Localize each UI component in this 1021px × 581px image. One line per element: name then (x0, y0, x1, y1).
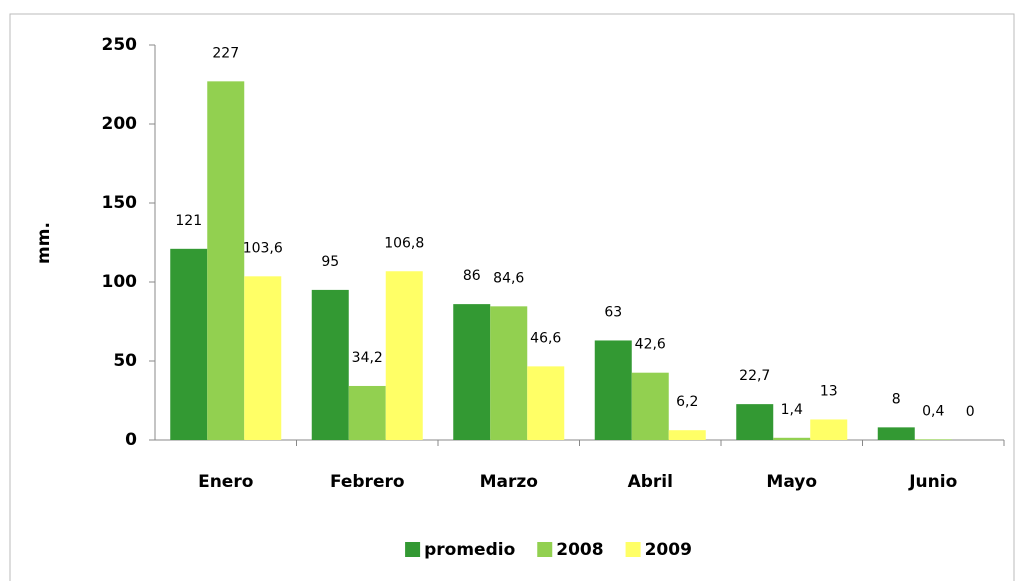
bar (453, 304, 491, 440)
value-label: 0 (966, 404, 975, 420)
bar (311, 289, 349, 440)
x-tick-label: Junio (908, 472, 957, 492)
bar (490, 306, 528, 440)
value-label: 46,6 (530, 330, 561, 346)
value-label: 0,4 (922, 403, 944, 419)
bar (736, 404, 774, 440)
y-axis-label: mm. (34, 222, 54, 264)
value-label: 121 (175, 213, 202, 229)
x-tick-label: Mayo (766, 472, 817, 492)
bar (668, 430, 706, 440)
value-label: 34,2 (352, 350, 383, 366)
x-tick-label: Marzo (480, 472, 538, 492)
x-tick-label: Enero (198, 472, 253, 492)
bar (914, 439, 952, 440)
legend-swatch (405, 542, 421, 557)
value-label: 63 (604, 304, 622, 320)
bar (773, 437, 811, 440)
bar (877, 427, 915, 440)
bar (810, 419, 848, 440)
value-label: 106,8 (384, 235, 424, 251)
value-label: 22,7 (739, 368, 770, 384)
value-label: 86 (463, 268, 481, 284)
bar (527, 366, 565, 440)
legend-label: 2009 (645, 540, 692, 560)
value-label: 84,6 (493, 270, 524, 286)
chart-border (9, 13, 1015, 581)
legend-swatch (537, 542, 553, 557)
value-label: 227 (212, 45, 239, 61)
bar (385, 271, 423, 440)
value-label: 95 (321, 254, 339, 270)
bar (348, 385, 386, 440)
bar (631, 372, 669, 440)
y-tick-label: 250 (102, 35, 138, 55)
value-label: 8 (892, 391, 901, 407)
bar (170, 248, 208, 440)
y-tick-label: 50 (113, 351, 137, 371)
bar (594, 340, 632, 440)
y-tick-label: 100 (102, 272, 138, 292)
x-tick-label: Febrero (330, 472, 405, 492)
y-tick-label: 200 (102, 114, 138, 134)
y-tick-label: 0 (125, 430, 137, 450)
x-tick-label: Abril (628, 472, 673, 492)
value-label: 42,6 (635, 337, 666, 353)
legend-label: promedio (424, 540, 515, 560)
value-label: 13 (820, 383, 838, 399)
legend-swatch (625, 542, 641, 557)
bar (207, 81, 245, 440)
value-label: 1,4 (781, 402, 803, 418)
value-label: 6,2 (676, 394, 698, 410)
bar (244, 276, 282, 440)
legend-label: 2008 (556, 540, 603, 560)
y-tick-label: 150 (102, 193, 138, 213)
value-label: 103,6 (243, 240, 283, 256)
